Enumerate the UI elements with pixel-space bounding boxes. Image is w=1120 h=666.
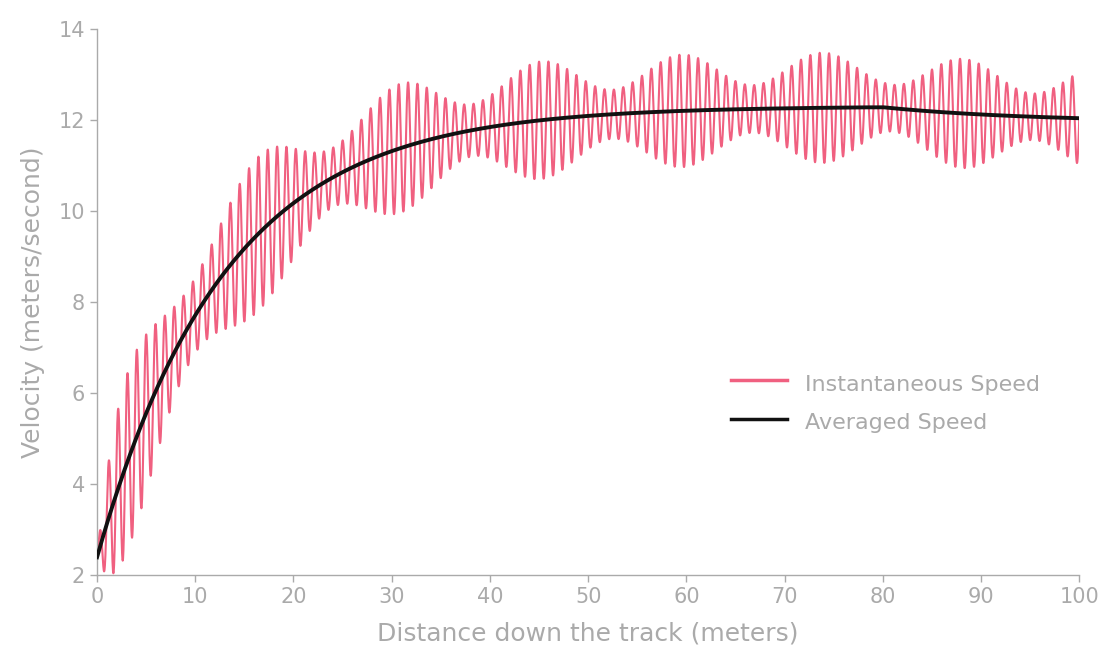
X-axis label: Distance down the track (meters): Distance down the track (meters) xyxy=(377,621,799,645)
Averaged Speed xyxy=(715,106,728,114)
Instantaneous Speed xyxy=(1073,115,1086,123)
Instantaneous Speed xyxy=(715,143,728,151)
Instantaneous Speed xyxy=(819,145,832,153)
Averaged Speed xyxy=(446,130,459,138)
Averaged Speed xyxy=(91,553,104,561)
Line: Averaged Speed: Averaged Speed xyxy=(97,107,1080,557)
Y-axis label: Velocity (meters/second): Velocity (meters/second) xyxy=(21,147,45,458)
Instantaneous Speed xyxy=(446,125,459,133)
Instantaneous Speed xyxy=(871,99,885,107)
Averaged Speed xyxy=(672,107,685,115)
Line: Instantaneous Speed: Instantaneous Speed xyxy=(97,53,1080,573)
Instantaneous Speed xyxy=(813,49,827,57)
Averaged Speed xyxy=(876,103,889,111)
Averaged Speed xyxy=(871,103,885,111)
Instantaneous Speed xyxy=(140,332,153,340)
Averaged Speed xyxy=(819,104,832,112)
Instantaneous Speed xyxy=(91,553,104,561)
Averaged Speed xyxy=(140,409,153,417)
Instantaneous Speed xyxy=(672,63,685,71)
Instantaneous Speed xyxy=(106,569,120,577)
Legend: Instantaneous Speed, Averaged Speed: Instantaneous Speed, Averaged Speed xyxy=(722,361,1048,444)
Averaged Speed xyxy=(1073,115,1086,123)
